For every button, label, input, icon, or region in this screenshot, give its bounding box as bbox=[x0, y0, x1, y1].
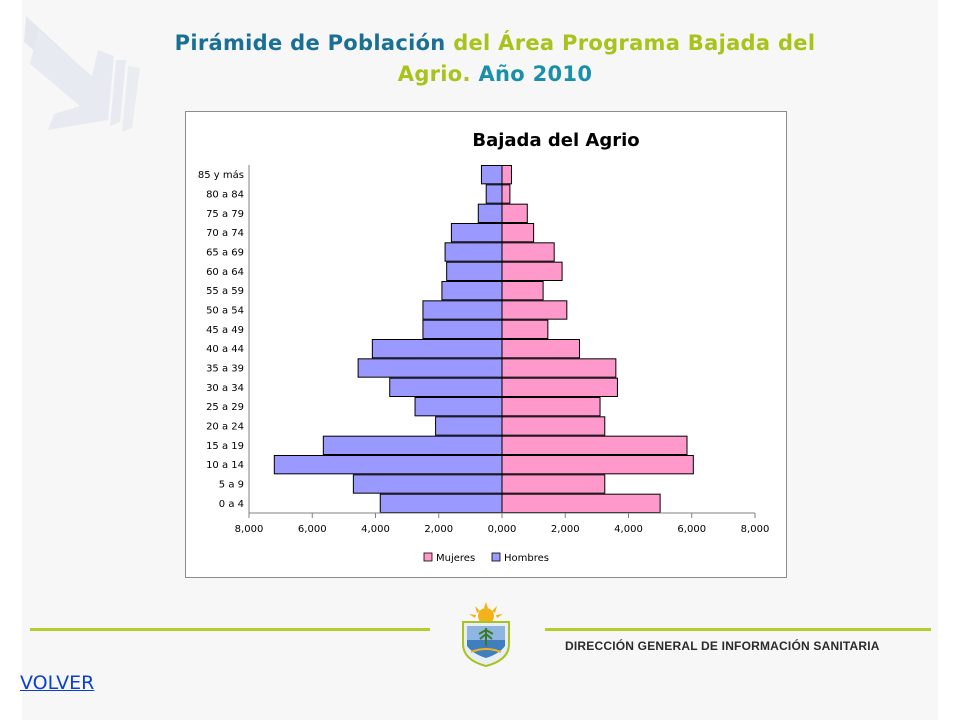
x-tick-label: 6,000 bbox=[677, 524, 706, 535]
y-tick-label: 45 a 49 bbox=[206, 325, 244, 336]
bar-mujeres bbox=[501, 223, 535, 243]
bar-hombres bbox=[444, 242, 503, 262]
legend-swatch-hombres bbox=[491, 552, 501, 562]
legend-swatch-mujeres bbox=[423, 552, 433, 562]
title-part-4: Año 2010 bbox=[478, 62, 593, 86]
y-tick-label: 60 a 64 bbox=[206, 267, 244, 278]
y-tick-label: 15 a 19 bbox=[206, 441, 244, 452]
x-tick-label: 8,000 bbox=[741, 524, 770, 535]
y-tick-label: 50 a 54 bbox=[206, 306, 244, 317]
y-tick-label: 25 a 29 bbox=[206, 402, 244, 413]
bar-hombres bbox=[371, 339, 503, 359]
y-tick-label: 40 a 44 bbox=[206, 344, 244, 355]
bar-mujeres bbox=[501, 455, 694, 475]
bar-hombres bbox=[322, 435, 503, 455]
y-tick-label: 5 a 9 bbox=[219, 480, 244, 491]
x-tick-label: 0,000 bbox=[488, 524, 517, 535]
y-tick-label: 20 a 24 bbox=[206, 422, 244, 433]
bar-mujeres bbox=[501, 474, 606, 494]
back-link[interactable]: VOLVER bbox=[20, 672, 95, 694]
bar-mujeres bbox=[501, 281, 544, 301]
bar-hombres bbox=[389, 377, 503, 397]
legend-label-hombres: Hombres bbox=[504, 553, 549, 564]
bar-hombres bbox=[446, 261, 503, 282]
bar-hombres bbox=[352, 474, 503, 494]
y-tick-label: 75 a 79 bbox=[206, 209, 244, 220]
x-tick-label: 4,000 bbox=[614, 524, 643, 535]
x-axis: 8,000 6,000 4,000 2,000 0,000 2,000 4,000 6,000… bbox=[235, 512, 770, 535]
bar-hombres bbox=[422, 319, 503, 340]
x-tick-label: 2,000 bbox=[551, 524, 580, 535]
bar-mujeres bbox=[501, 242, 555, 262]
bar-mujeres bbox=[501, 339, 580, 359]
y-tick-label: 0 a 4 bbox=[219, 499, 244, 510]
chart-canvas: Bajada del Agrio 0 a 4 5 a 9 10 a 14 15 a 1… bbox=[198, 130, 770, 564]
bar-mujeres bbox=[501, 261, 563, 282]
bar-hombres bbox=[450, 223, 503, 243]
bar-hombres bbox=[422, 300, 503, 320]
title-part-1: Pirámide de Población bbox=[174, 31, 446, 55]
bar-hombres bbox=[477, 203, 503, 223]
title-part-2: del Área Programa Bajada del bbox=[453, 31, 816, 55]
bar-hombres bbox=[441, 281, 503, 301]
chart-title: Bajada del Agrio bbox=[472, 130, 639, 151]
y-tick-label: 35 a 39 bbox=[206, 364, 244, 375]
bar-mujeres bbox=[501, 493, 661, 513]
bar-hombres bbox=[379, 493, 503, 513]
y-tick-label: 55 a 59 bbox=[206, 286, 244, 297]
footer-line-left bbox=[30, 628, 430, 631]
y-axis-labels: 0 a 4 5 a 9 10 a 14 15 a 19 20 a 24 25 a 29 30… bbox=[198, 165, 503, 513]
x-tick-label: 4,000 bbox=[361, 524, 390, 535]
province-crest-logo bbox=[462, 602, 510, 668]
chart-bars bbox=[273, 165, 694, 513]
bar-hombres bbox=[414, 397, 503, 417]
footer-line-right bbox=[545, 628, 931, 631]
bar-mujeres bbox=[501, 203, 528, 223]
y-tick-label: 10 a 14 bbox=[206, 460, 244, 471]
bar-mujeres bbox=[501, 358, 617, 378]
y-tick-label: 80 a 84 bbox=[206, 190, 244, 201]
bar-mujeres bbox=[501, 165, 512, 185]
bar-mujeres bbox=[501, 377, 618, 397]
bar-hombres bbox=[273, 455, 503, 475]
bar-mujeres bbox=[501, 300, 568, 320]
bar-mujeres bbox=[501, 319, 549, 340]
decorative-arrow-icon bbox=[24, 16, 140, 132]
page-title: Pirámide de Población del Área Programa … bbox=[70, 28, 920, 90]
legend-label-mujeres: Mujeres bbox=[436, 553, 475, 564]
y-tick-label: 85 y más bbox=[198, 169, 244, 181]
bar-hombres bbox=[357, 358, 503, 378]
x-tick-label: 8,000 bbox=[235, 524, 264, 535]
bar-hombres bbox=[435, 416, 503, 436]
population-pyramid-chart: Bajada del Agrio 0 a 4 5 a 9 10 a 14 15 a 1… bbox=[185, 111, 787, 578]
bar-hombres bbox=[480, 165, 503, 185]
x-tick-label: 6,000 bbox=[298, 524, 327, 535]
y-tick-label: 65 a 69 bbox=[206, 248, 244, 259]
bar-mujeres bbox=[501, 435, 688, 455]
footer-organization: DIRECCIÓN GENERAL DE INFORMACIÓN SANITAR… bbox=[565, 639, 880, 653]
bar-mujeres bbox=[501, 397, 601, 417]
bar-mujeres bbox=[501, 416, 606, 436]
y-tick-label: 70 a 74 bbox=[206, 228, 244, 239]
bar-mujeres bbox=[501, 184, 511, 204]
x-tick-label: 2,000 bbox=[424, 524, 453, 535]
y-tick-label: 30 a 34 bbox=[206, 383, 244, 394]
chart-legend: Mujeres Hombres bbox=[423, 552, 549, 564]
title-part-3: Agrio. bbox=[397, 62, 471, 86]
bar-hombres bbox=[485, 184, 503, 204]
